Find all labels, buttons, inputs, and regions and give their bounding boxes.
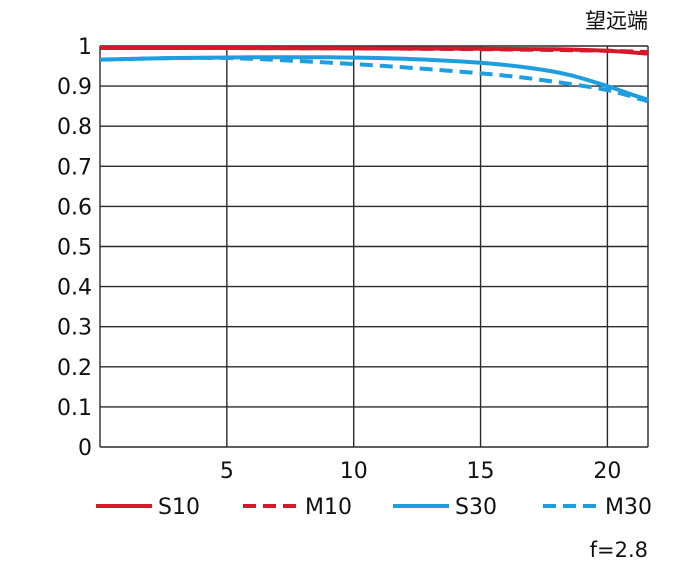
legend-label-m10: M10 [305,495,352,520]
y-tick-label: 0.6 [57,195,92,220]
y-tick-label: 0.3 [57,316,92,341]
series-line-s10 [99,45,649,56]
y-tick-label: 0.7 [57,155,92,180]
legend: S10 M10 S30 M30 [96,495,652,520]
series-line-m30 [99,55,649,104]
x-tick-label: 20 [593,459,621,484]
legend-label-m30: M30 [605,495,652,520]
tick-labels: 00.10.20.30.40.50.60.70.80.915 10 15 20 [57,35,621,484]
legend-label-s30: S30 [455,495,497,520]
grid [99,45,649,448]
x-tick-label: 15 [467,459,495,484]
y-tick-label: 0.5 [57,236,92,261]
y-tick-label: 0.9 [57,75,92,100]
y-tick-label: 1 [78,35,92,60]
series-layer [99,45,649,104]
legend-label-s10: S10 [158,495,200,520]
y-tick-label: 0.8 [57,115,92,140]
y-tick-label: 0 [78,436,92,461]
aperture-label: f=2.8 [590,538,648,562]
x-tick-label: 10 [340,459,368,484]
series-line-s30 [99,55,649,102]
y-tick-label: 0.2 [57,356,92,381]
y-tick-label: 0.1 [57,396,92,421]
x-tick-label: 5 [220,459,234,484]
corner-label: 望远端 [585,9,648,33]
y-tick-label: 0.4 [57,276,92,301]
